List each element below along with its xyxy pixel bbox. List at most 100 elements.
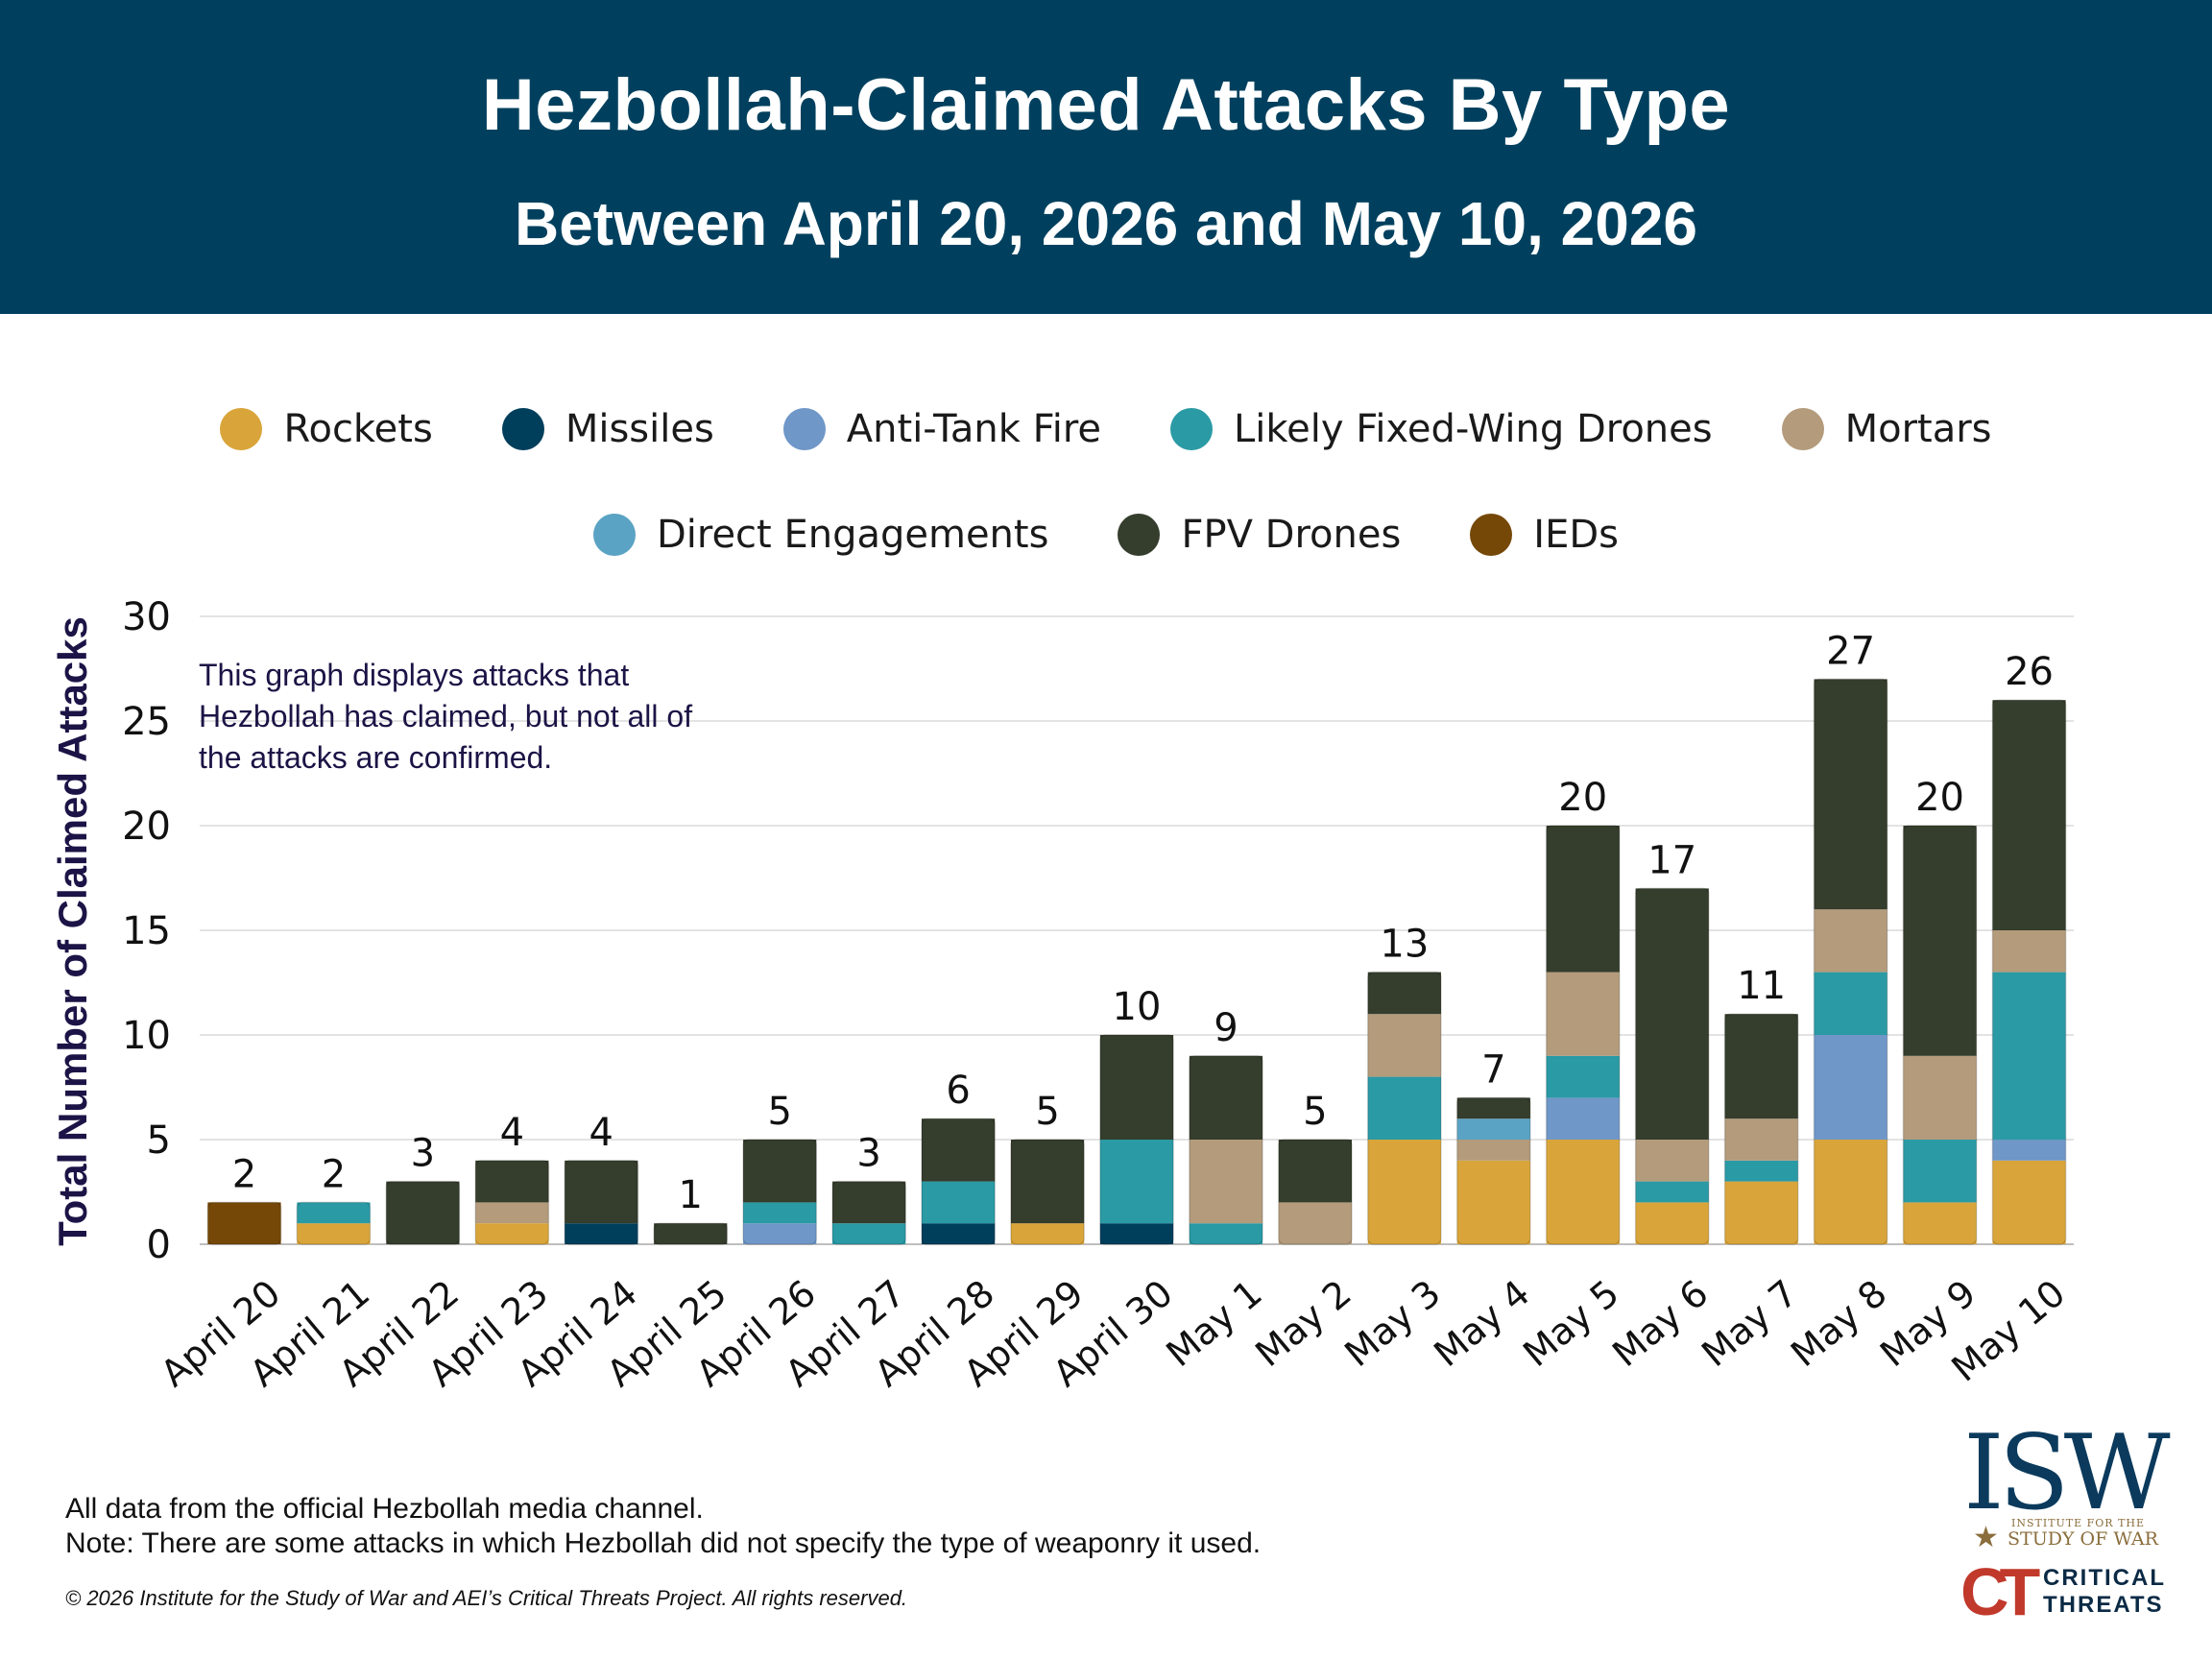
- legend-item-fpv-drones: FPV Drones: [1118, 513, 1401, 557]
- bar-segment-fpv-drones: [1456, 1097, 1530, 1119]
- chart-annotation: This graph displays attacks that Hezboll…: [199, 658, 693, 775]
- bar-segment-mortars: [1278, 1202, 1353, 1244]
- bar-outline: [1278, 1139, 1353, 1245]
- bar-segment-rockets: [1010, 1223, 1085, 1244]
- x-tick-label: May 5: [1515, 1272, 1626, 1376]
- y-tick-label: 0: [147, 1223, 171, 1267]
- y-tick-label: 20: [122, 805, 171, 849]
- bar-outline: [474, 1160, 550, 1245]
- fixed-wing-drones-swatch: [1170, 408, 1214, 450]
- chart-title: Hezbollah-Claimed Attacks By Type: [481, 64, 1731, 146]
- bar-outline: [1902, 825, 1978, 1245]
- bar-total-label: 1: [679, 1173, 703, 1217]
- bar-segment-mortars: [1367, 1014, 1441, 1077]
- y-tick-label: 25: [122, 700, 171, 744]
- chart-subtitle: Between April 20, 2026 and May 10, 2026: [514, 189, 1698, 258]
- bar-segment-likely-fixed-wing-drones: [1814, 972, 1887, 1035]
- direct-engagements-swatch: [592, 514, 636, 556]
- legend-row-1: Rockets Missiles Anti-Tank Fire Likely F…: [0, 407, 2212, 451]
- bar-total-label: 5: [1035, 1090, 1059, 1134]
- bar-outline: [653, 1222, 729, 1245]
- legend-label: IEDs: [1533, 513, 1620, 557]
- bar-outline: [742, 1139, 818, 1245]
- source-text: All data from the official Hezbollah med…: [65, 1493, 704, 1525]
- bar-segment-mortars: [475, 1202, 549, 1224]
- legend-row-2: Direct Engagements FPV Drones IEDs: [0, 513, 2212, 557]
- ct-logo-mark: CT: [1960, 1554, 2040, 1629]
- bar-outline: [1634, 887, 1710, 1245]
- bar-segment-mortars: [1546, 972, 1620, 1056]
- x-tick-label: May 2: [1247, 1272, 1358, 1376]
- x-tick-label: May 4: [1426, 1272, 1537, 1376]
- bar-segment-missiles: [1099, 1223, 1174, 1244]
- bar-totals: 2 2 3 4 4 1 5 3 6 5 10 9 5 13 7 20 17 11 27 20 26: [232, 629, 2054, 1217]
- bar-total-label: 10: [1113, 985, 1162, 1029]
- x-tick-label: May 6: [1604, 1272, 1716, 1376]
- bar-total-label: 4: [589, 1111, 613, 1155]
- isw-logo: ISW ★ INSTITUTE FOR THE STUDY OF WAR: [1963, 1413, 2175, 1554]
- bar-segment-missiles: [565, 1223, 638, 1244]
- legend-label: Direct Engagements: [656, 513, 1049, 557]
- bar-total-label: 13: [1380, 923, 1429, 967]
- bar-segment-anti-tank-fire: [743, 1223, 817, 1244]
- bar-outline: [206, 1201, 282, 1245]
- bar-segment-fpv-drones: [1010, 1140, 1085, 1224]
- bar-segment-direct-engagements: [1456, 1118, 1530, 1140]
- bar-segment-rockets: [1724, 1181, 1798, 1244]
- bar-total-label: 26: [2005, 650, 2054, 694]
- bar-segment-fpv-drones: [386, 1181, 460, 1244]
- bar-segment-fpv-drones: [1189, 1055, 1263, 1140]
- isw-logo-text: ISW: [1963, 1413, 2171, 1533]
- header-banner: Hezbollah-Claimed Attacks By Type Betwee…: [0, 0, 2212, 314]
- bar-segment-mortars: [1903, 1055, 1977, 1140]
- bar-segment-rockets: [1456, 1160, 1530, 1244]
- bar-total-label: 3: [856, 1132, 880, 1176]
- x-tick-label: May 3: [1336, 1272, 1448, 1376]
- anti-tank-fire-swatch: [782, 408, 826, 450]
- bar-segment-missiles: [921, 1223, 996, 1244]
- rockets-swatch: [220, 408, 263, 450]
- bar-total-label: 4: [500, 1111, 524, 1155]
- y-axis-label: Total Number of Claimed Attacks: [50, 616, 95, 1246]
- bar-segment-rockets: [1635, 1202, 1709, 1244]
- bar-total-label: 27: [1826, 629, 1875, 673]
- y-axis-ticks: 0 5 10 15 20 25 30: [122, 595, 171, 1267]
- bar-outline: [1545, 825, 1621, 1245]
- bar-segment-fpv-drones: [921, 1118, 996, 1182]
- ct-logo-line2: THREATS: [2043, 1592, 2164, 1618]
- bar-segment-fpv-drones: [1724, 1014, 1798, 1119]
- bar-outline: [1366, 971, 1442, 1245]
- bar-segment-likely-fixed-wing-drones: [1367, 1076, 1441, 1140]
- mortars-swatch: [1781, 408, 1824, 450]
- legend-label: Likely Fixed-Wing Drones: [1234, 407, 1713, 451]
- bar-total-label: 17: [1647, 838, 1696, 882]
- legend-item-rockets: Rockets: [220, 407, 433, 451]
- bar-outline: [1010, 1139, 1085, 1245]
- bar-outline: [831, 1180, 907, 1245]
- missiles-swatch: [501, 408, 544, 450]
- bar-segment-fpv-drones: [832, 1181, 906, 1224]
- bar-segment-likely-fixed-wing-drones: [1189, 1223, 1263, 1244]
- bar-outline: [1813, 678, 1888, 1245]
- bar-segment-rockets: [1992, 1160, 2066, 1244]
- bar-segment-mortars: [1724, 1118, 1798, 1161]
- copyright-text: © 2026 Institute for the Study of War an…: [65, 1586, 908, 1610]
- bar-total-label: 20: [1915, 776, 1964, 820]
- bar-segment-fpv-drones: [1278, 1140, 1353, 1203]
- fpv-drones-swatch: [1118, 514, 1161, 556]
- bar-total-label: 2: [232, 1152, 256, 1196]
- bar-segment-likely-fixed-wing-drones: [1903, 1140, 1977, 1203]
- ct-logo-line1: CRITICAL: [2043, 1565, 2166, 1591]
- bar-segment-likely-fixed-wing-drones: [743, 1202, 817, 1224]
- bar-segment-mortars: [1456, 1140, 1530, 1161]
- bar-segment-rockets: [1814, 1140, 1887, 1244]
- bar-segment-fpv-drones: [654, 1223, 728, 1244]
- bar-segment-likely-fixed-wing-drones: [921, 1181, 996, 1224]
- legend-item-mortars: Mortars: [1781, 407, 1992, 451]
- bar-segment-likely-fixed-wing-drones: [1635, 1181, 1709, 1203]
- bar-segment-likely-fixed-wing-drones: [1724, 1160, 1798, 1182]
- bar-total-label: 9: [1214, 1006, 1238, 1050]
- bar-segment-likely-fixed-wing-drones: [1546, 1055, 1620, 1098]
